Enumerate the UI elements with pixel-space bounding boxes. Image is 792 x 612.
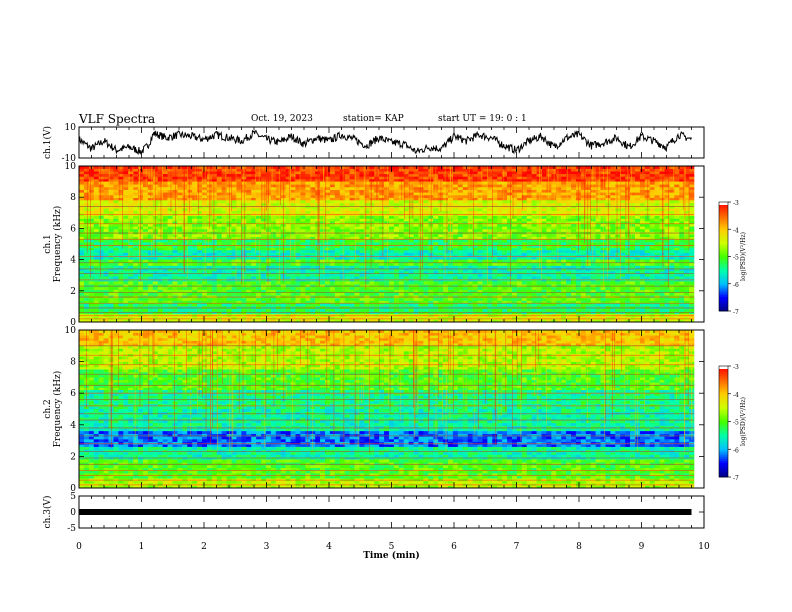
- ch1-spectrogram-ylabel: Frequency (kHz): [52, 206, 63, 283]
- ch1-colorbar-tick-label: -3: [733, 200, 739, 207]
- time-axis-tick-label: 8: [576, 542, 582, 552]
- time-axis-tick-label: 6: [451, 542, 457, 552]
- ch2-colorbar-tick-label: -5: [733, 420, 739, 427]
- station-name: station= KAP: [343, 114, 404, 124]
- ch2-colorbar-tick-label: -6: [733, 447, 739, 454]
- ch1-spectrogram-heatmap: [79, 166, 695, 323]
- ch1-waveform-panel-ticks: [78, 127, 705, 158]
- ch1-colorbar-tick-label: -6: [733, 282, 739, 289]
- time-axis-tick-label: 7: [514, 542, 520, 552]
- ch2-colorbar: -3 -4 -5 -6 -7 log(PSD)(V²/Hz): [718, 364, 747, 482]
- ch1-spectrogram-panel-ticks: [78, 166, 705, 322]
- time-axis-tick-label: 0: [76, 542, 82, 552]
- ch2-spectrogram-tick-label: 4: [70, 421, 76, 431]
- start-time: start UT = 19: 0 : 1: [438, 114, 527, 124]
- time-axis-label: Time (min): [363, 550, 420, 561]
- ch1-colorbar: -3 -4 -5 -6 -7 log(PSD)(V²/Hz): [718, 200, 747, 316]
- ch2-spectrogram-ylabel: ch.2: [43, 399, 53, 418]
- time-axis-tick-label: 3: [264, 542, 270, 552]
- ch2-colorbar-tick-label: -7: [733, 475, 739, 482]
- ch2-spectrogram-tick-label: 6: [70, 389, 76, 399]
- ch2-colorbar-tick-label: -4: [733, 392, 739, 399]
- time-axis-tick-label: 4: [326, 542, 332, 552]
- time-axis-tick-label: 10: [698, 542, 710, 552]
- ch1-spectrogram-tick-label: 0: [70, 318, 76, 328]
- time-axis-tick-label: 5: [389, 542, 395, 552]
- ch1-spectrogram-tick-label: 4: [70, 256, 76, 266]
- recording-date: Oct. 19, 2023: [251, 114, 313, 124]
- ch3-waveform-tick-label: -5: [67, 524, 76, 534]
- ch2-spectrogram-tick-label: 8: [70, 358, 76, 368]
- ch1-waveform-ylabel: ch.1(V): [42, 126, 53, 159]
- ch1-spectrogram-tick-label: 6: [70, 224, 76, 234]
- ch1-waveform-tick-label: -10: [62, 154, 77, 164]
- ch3-waveform-tick-label: 0: [70, 508, 76, 518]
- ch1-spectrogram-tick-label: 2: [70, 287, 76, 297]
- ch1-colorbar-label: log(PSD)(V²/Hz): [740, 232, 747, 281]
- ch2-spectrogram-tick-label: 0: [70, 484, 76, 494]
- ch2-colorbar-tick-label: -3: [733, 364, 739, 371]
- ch3-waveform-series: [79, 509, 692, 515]
- ch1-waveform-tick-label: 10: [65, 123, 77, 133]
- ch1-colorbar-tick-label: -7: [733, 309, 739, 316]
- ch1-colorbar-tick-label: -5: [733, 255, 739, 262]
- ch2-spectrogram-tick-label: 2: [70, 452, 76, 462]
- time-axis-tick-label: 1: [139, 542, 145, 552]
- ch3-waveform-panel-ticks: [78, 496, 705, 528]
- time-axis-tick-label: 2: [201, 542, 207, 552]
- ch1-spectrogram-ylabel: ch.1: [43, 234, 53, 253]
- time-axis-tick-label: 9: [639, 542, 645, 552]
- ch3-waveform-tick-label: 5: [70, 492, 76, 502]
- chart-title: VLF Spectra: [79, 112, 156, 126]
- ch2-colorbar-label: log(PSD)(V²/Hz): [740, 397, 747, 446]
- ch2-spectrogram-tick-label: 10: [65, 326, 77, 336]
- ch2-spectrogram-heatmap: [79, 330, 695, 489]
- ch1-spectrogram-tick-label: 8: [70, 193, 76, 203]
- ch2-spectrogram-ylabel: Frequency (kHz): [52, 371, 63, 448]
- ch1-colorbar-tick-label: -4: [733, 227, 739, 234]
- ch3-waveform-ylabel: ch.3(V): [42, 496, 53, 529]
- ch1-spectrogram-tick-label: 10: [65, 162, 77, 172]
- ch1-waveform-series: [78, 129, 692, 155]
- ch2-spectrogram-panel-ticks: [78, 330, 705, 488]
